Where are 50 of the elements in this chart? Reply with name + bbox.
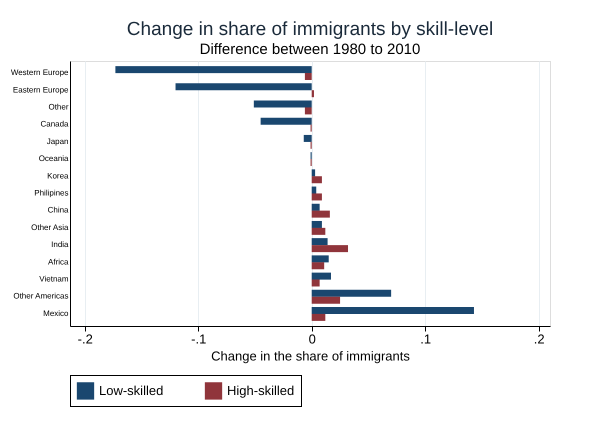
- y-tick-label: Other Asia: [31, 222, 70, 232]
- bar: [312, 255, 329, 262]
- bar: [312, 262, 324, 270]
- x-tick-label: .2: [534, 332, 545, 346]
- chart-title: Change in share of immigrants by skill-level: [126, 19, 494, 40]
- bar: [312, 245, 348, 252]
- bar: [312, 176, 322, 184]
- y-tick-label: Mexico: [43, 308, 70, 318]
- bar: [312, 272, 331, 280]
- bar: [312, 204, 320, 211]
- y-tick-label: Other: [48, 102, 69, 112]
- bar: [312, 307, 474, 314]
- bar: [176, 83, 312, 90]
- bar: [312, 169, 316, 176]
- legend-label: High-skilled: [227, 382, 294, 398]
- y-tick-label: Africa: [48, 257, 70, 266]
- x-axis-title: Change in the share of immigrants: [211, 348, 410, 364]
- bar: [312, 193, 322, 200]
- y-tick-label: Korea: [47, 171, 70, 180]
- legend-label: Low-skilled: [99, 382, 164, 398]
- x-tick-label: 0: [308, 332, 316, 346]
- x-tick-label: -.1: [191, 332, 206, 346]
- y-tick-label: Oceania: [38, 154, 70, 164]
- bar: [304, 134, 312, 142]
- bar: [312, 296, 340, 304]
- bar: [312, 228, 326, 235]
- bar: [312, 210, 330, 218]
- y-tick-label: Eastern Europe: [12, 85, 70, 94]
- bar: [312, 220, 322, 228]
- bar: [254, 100, 312, 108]
- y-tick-label: Vietnam: [39, 274, 69, 284]
- bar: [304, 72, 312, 80]
- x-tick-label: -.2: [78, 332, 93, 346]
- bar: [312, 290, 392, 297]
- y-tick-label: Canada: [40, 120, 70, 129]
- x-tick-label: .1: [420, 332, 432, 346]
- y-tick-label: China: [48, 206, 70, 215]
- bar: [115, 66, 312, 74]
- y-tick-label: Philipines: [34, 188, 68, 198]
- bar: [312, 186, 316, 194]
- bar: [312, 238, 328, 246]
- bar: [312, 314, 326, 321]
- bar: [260, 118, 312, 125]
- bar: [304, 107, 312, 114]
- bar: [312, 279, 320, 286]
- y-tick-label: India: [51, 240, 70, 250]
- y-tick-label: Western Europe: [10, 68, 70, 78]
- y-tick-label: Japan: [46, 136, 68, 146]
- chart-subtitle: Difference between 1980 to 2010: [200, 41, 420, 58]
- y-tick-label: Other Americas: [13, 292, 68, 301]
